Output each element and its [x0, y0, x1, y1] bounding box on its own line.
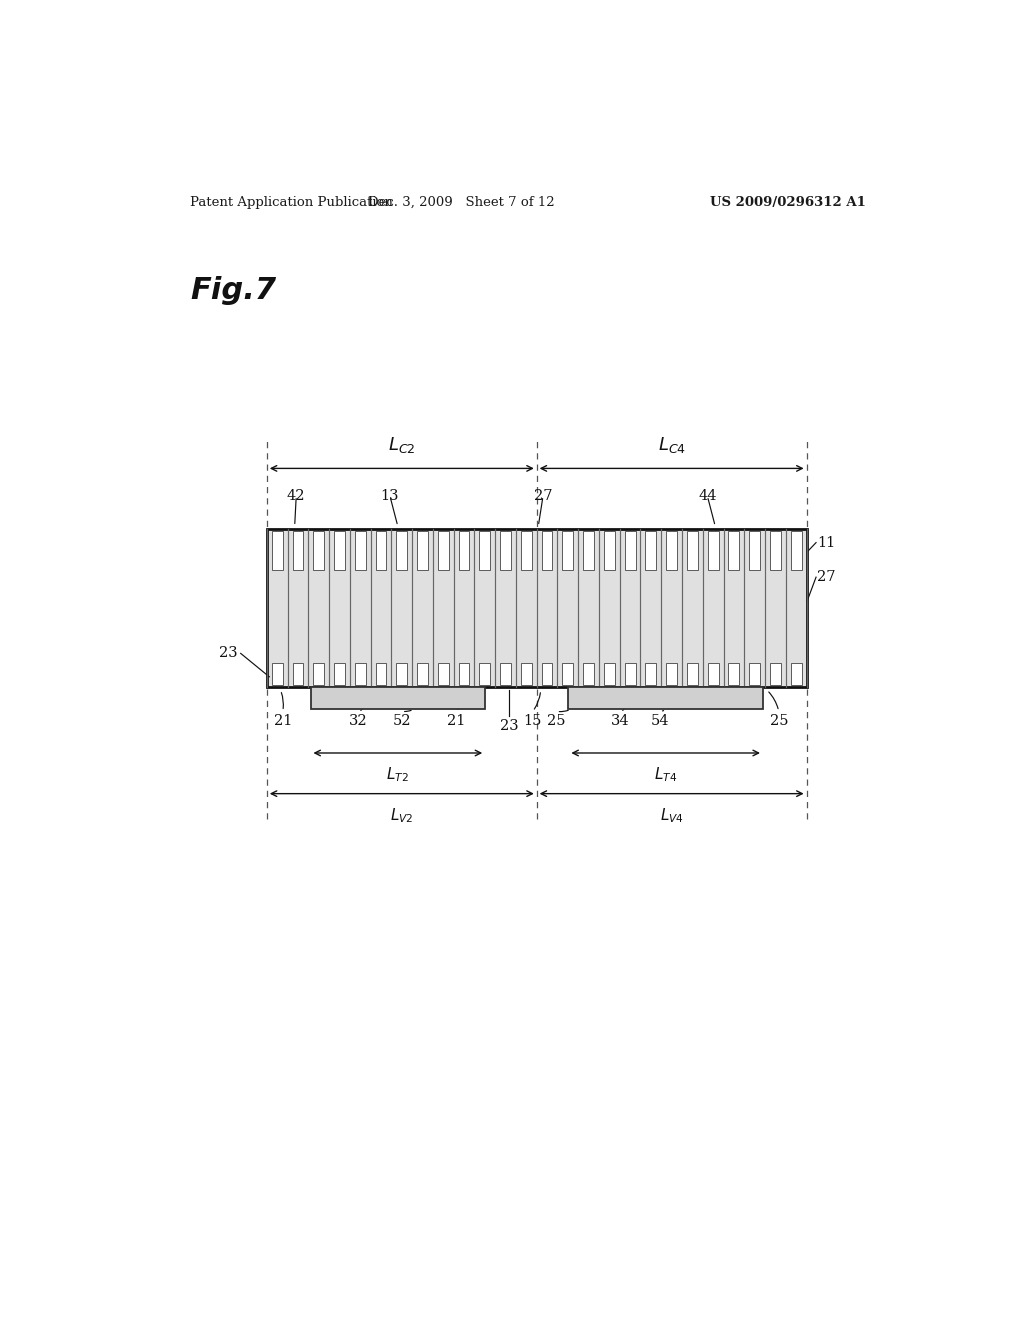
Bar [438, 532, 449, 570]
Text: Fig.7: Fig.7 [189, 276, 276, 305]
Bar [791, 532, 802, 570]
Text: 52: 52 [392, 714, 411, 729]
Bar [568, 686, 763, 709]
Text: 34: 34 [610, 714, 630, 729]
Bar [417, 663, 428, 685]
Text: 11: 11 [817, 536, 836, 549]
Text: $L_{C4}$: $L_{C4}$ [657, 436, 686, 455]
Bar [310, 686, 485, 709]
Text: 21: 21 [446, 714, 465, 729]
Bar [417, 532, 428, 570]
Bar [479, 532, 490, 570]
Bar [271, 532, 283, 570]
Bar [562, 532, 573, 570]
Bar [728, 532, 739, 570]
Bar [355, 532, 366, 570]
Bar [313, 663, 325, 685]
Text: 44: 44 [698, 488, 717, 503]
Text: 27: 27 [534, 488, 552, 503]
Bar [584, 532, 594, 570]
Text: 54: 54 [650, 714, 669, 729]
Bar [542, 663, 553, 685]
Text: US 2009/0296312 A1: US 2009/0296312 A1 [711, 195, 866, 209]
Bar [667, 532, 677, 570]
Text: 13: 13 [381, 488, 399, 503]
Bar [376, 663, 386, 685]
Bar [708, 663, 719, 685]
Text: 15: 15 [523, 714, 542, 729]
Bar [625, 663, 636, 685]
Bar [500, 663, 511, 685]
Bar [687, 663, 697, 685]
Text: 25: 25 [769, 714, 788, 729]
Bar [267, 529, 807, 686]
Text: Dec. 3, 2009   Sheet 7 of 12: Dec. 3, 2009 Sheet 7 of 12 [368, 195, 555, 209]
Bar [355, 663, 366, 685]
Bar [645, 532, 656, 570]
Text: 25: 25 [547, 714, 566, 729]
Bar [459, 663, 469, 685]
Bar [667, 663, 677, 685]
Bar [770, 532, 780, 570]
Text: $L_{V4}$: $L_{V4}$ [659, 805, 684, 825]
Bar [521, 663, 531, 685]
Text: 27: 27 [817, 570, 836, 585]
Text: $L_{T2}$: $L_{T2}$ [386, 766, 410, 784]
Bar [271, 663, 283, 685]
Bar [791, 663, 802, 685]
Bar [750, 532, 760, 570]
Bar [500, 532, 511, 570]
Text: 21: 21 [273, 714, 292, 729]
Bar [625, 532, 636, 570]
Bar [313, 532, 325, 570]
Text: $L_{C2}$: $L_{C2}$ [388, 436, 416, 455]
Text: $L_{V2}$: $L_{V2}$ [390, 805, 414, 825]
Bar [479, 663, 490, 685]
Bar [687, 532, 697, 570]
Bar [459, 532, 469, 570]
Bar [584, 663, 594, 685]
Bar [750, 663, 760, 685]
Text: $L_{T4}$: $L_{T4}$ [654, 766, 677, 784]
Bar [562, 663, 573, 685]
Bar [521, 532, 531, 570]
Bar [334, 663, 345, 685]
Bar [438, 663, 449, 685]
Bar [708, 532, 719, 570]
Bar [728, 663, 739, 685]
Bar [542, 532, 553, 570]
Bar [604, 532, 614, 570]
Bar [604, 663, 614, 685]
Text: 23: 23 [500, 719, 518, 734]
Bar [645, 663, 656, 685]
Text: Patent Application Publication: Patent Application Publication [189, 195, 393, 209]
Bar [293, 532, 303, 570]
Text: 42: 42 [287, 488, 305, 503]
Bar [396, 532, 408, 570]
Bar [334, 532, 345, 570]
Text: 23: 23 [219, 647, 238, 660]
Text: 32: 32 [349, 714, 368, 729]
Bar [770, 663, 780, 685]
Bar [396, 663, 408, 685]
Bar [376, 532, 386, 570]
Bar [293, 663, 303, 685]
